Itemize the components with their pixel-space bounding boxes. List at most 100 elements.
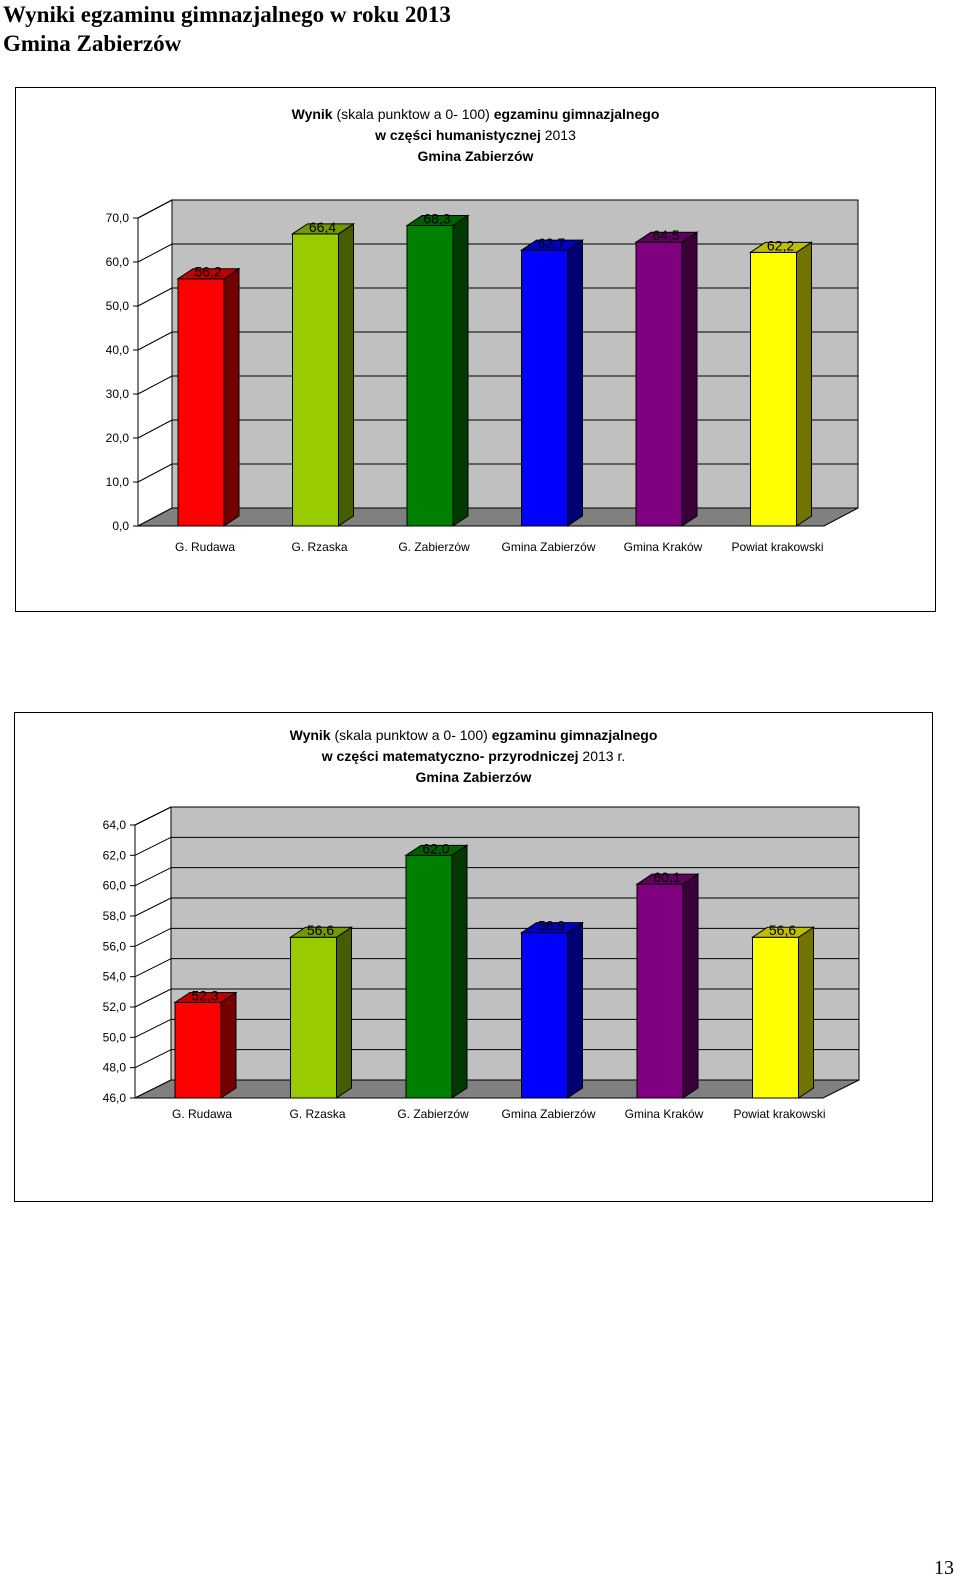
- chart-floor: [134, 1079, 860, 1099]
- bar-top: [519, 922, 585, 934]
- bar: [750, 926, 816, 1099]
- bar-top: [519, 239, 585, 251]
- y-tick-label: 48,0: [103, 1061, 127, 1075]
- y-tick-label: 20,0: [106, 431, 130, 445]
- bar-side: [798, 926, 814, 1099]
- value-label: 56,2: [194, 264, 221, 280]
- category-label: G. Zabierzów: [397, 1107, 469, 1121]
- bar-top: [176, 268, 241, 280]
- chart-title-line: w części matematyczno- przyrodniczej 201…: [15, 746, 932, 767]
- chart-title-segment: Gmina Zabierzów: [417, 148, 534, 164]
- category-label: G. Rudawa: [175, 540, 235, 554]
- value-label: 56,6: [307, 922, 334, 938]
- bar-front: [635, 241, 683, 527]
- category-label: Powiat krakowski: [731, 540, 823, 554]
- gridline-side: [134, 1018, 172, 1038]
- bar: [404, 844, 469, 1099]
- value-label: 62,2: [767, 237, 794, 253]
- chart-title-line: Gmina Zabierzów: [16, 146, 935, 167]
- chart-title-segment: Wynik: [291, 106, 333, 122]
- bar-front: [406, 224, 454, 527]
- bar-front: [752, 936, 799, 1099]
- bar: [405, 214, 470, 527]
- value-label: 60,1: [653, 869, 680, 885]
- chart-title: Wynik (skala punktow a 0- 100) egzaminu …: [16, 104, 935, 167]
- value-label: 62,0: [422, 840, 449, 856]
- gridline-side: [137, 287, 173, 307]
- value-label: 64,5: [652, 227, 679, 243]
- bar: [290, 222, 356, 527]
- bar-front: [177, 278, 225, 527]
- bar-top: [634, 231, 699, 243]
- bar-front: [290, 936, 337, 1099]
- value-label: 56,6: [769, 922, 796, 938]
- y-tick-label: 70,0: [106, 211, 130, 225]
- value-label: 62,7: [538, 235, 565, 251]
- bar: [519, 921, 585, 1099]
- bar-front: [174, 1001, 222, 1099]
- bar-top: [288, 926, 354, 938]
- chart-title-segment: 2013: [540, 127, 576, 143]
- bar-side: [796, 241, 812, 527]
- chart-title-segment: (skala punktow a 0- 100): [332, 106, 494, 122]
- chart-title-line: w części humanistycznej 2013: [16, 125, 935, 146]
- bar-side: [567, 921, 583, 1099]
- gridline-side: [134, 897, 172, 917]
- chart-title-line: Gmina Zabierzów: [15, 767, 932, 788]
- bar-front: [750, 251, 797, 527]
- bar: [288, 926, 354, 1099]
- gridline-side: [134, 1049, 172, 1069]
- bar-side: [220, 991, 237, 1099]
- bar: [519, 239, 585, 527]
- gridline-side: [137, 243, 173, 263]
- bar-top: [748, 241, 814, 253]
- page-number: 13: [934, 1557, 954, 1579]
- bar-front: [405, 854, 453, 1099]
- chart-title-segment: Gmina Zabierzów: [415, 769, 532, 785]
- category-label: G. Rudawa: [172, 1107, 232, 1121]
- y-tick-label: 52,0: [103, 1000, 127, 1014]
- chart-title-segment: egzaminu gimnazjalnego: [493, 106, 660, 122]
- value-label: 56,9: [538, 918, 565, 934]
- chart-title-segment: 2013 r.: [578, 748, 626, 764]
- bar-top: [405, 214, 470, 226]
- category-label: Gmina Kraków: [624, 540, 703, 554]
- gridline-side: [137, 419, 173, 439]
- y-tick-label: 60,0: [103, 879, 127, 893]
- gridline-side: [134, 867, 172, 887]
- y-tick-label: 54,0: [103, 970, 127, 984]
- y-tick-label: 46,0: [103, 1091, 127, 1105]
- category-label: G. Rzaska: [291, 540, 347, 554]
- chart-title-segment: Wynik: [289, 727, 331, 743]
- bar: [748, 241, 814, 527]
- bar-side: [223, 267, 240, 527]
- chart-plot: 0,0 10,0 20,0 30,0 40,0 50,0 60,0 70,0 56,2 G. Ru…: [106, 199, 859, 554]
- chart-math-science: Wynik (skala punktow a 0- 100) egzaminu …: [14, 712, 933, 1202]
- value-label: 66,4: [309, 219, 336, 235]
- bar: [634, 231, 699, 527]
- y-tick-label: 0,0: [112, 519, 129, 533]
- category-label: G. Zabierzów: [398, 540, 470, 554]
- category-label: G. Rzaska: [289, 1107, 345, 1121]
- bar-side: [452, 214, 469, 527]
- chart-title-segment: w części matematyczno- przyrodniczej: [321, 748, 579, 764]
- gridline-side: [137, 199, 173, 219]
- category-label: Gmina Kraków: [625, 1107, 704, 1121]
- chart-side-wall: [137, 199, 173, 527]
- bar-side: [336, 926, 352, 1099]
- gridline-side: [134, 958, 172, 978]
- value-label: 52,3: [191, 987, 218, 1003]
- bar-front: [292, 233, 339, 527]
- category-label: Gmina Zabierzów: [501, 540, 595, 554]
- bar-side: [451, 844, 468, 1099]
- y-tick-label: 60,0: [106, 255, 130, 269]
- bar-side: [567, 239, 583, 527]
- document-title-line2: Gmina Zabierzów: [3, 31, 182, 56]
- bar-front: [521, 932, 568, 1099]
- chart-title-line: Wynik (skala punktow a 0- 100) egzaminu …: [16, 104, 935, 125]
- bar-front: [521, 249, 568, 527]
- gridline-side: [137, 375, 173, 395]
- document-title-line1: Wyniki egzaminu gimnazjalnego w roku 201…: [3, 2, 451, 27]
- bar: [173, 991, 238, 1099]
- chart-side-wall: [134, 806, 172, 1099]
